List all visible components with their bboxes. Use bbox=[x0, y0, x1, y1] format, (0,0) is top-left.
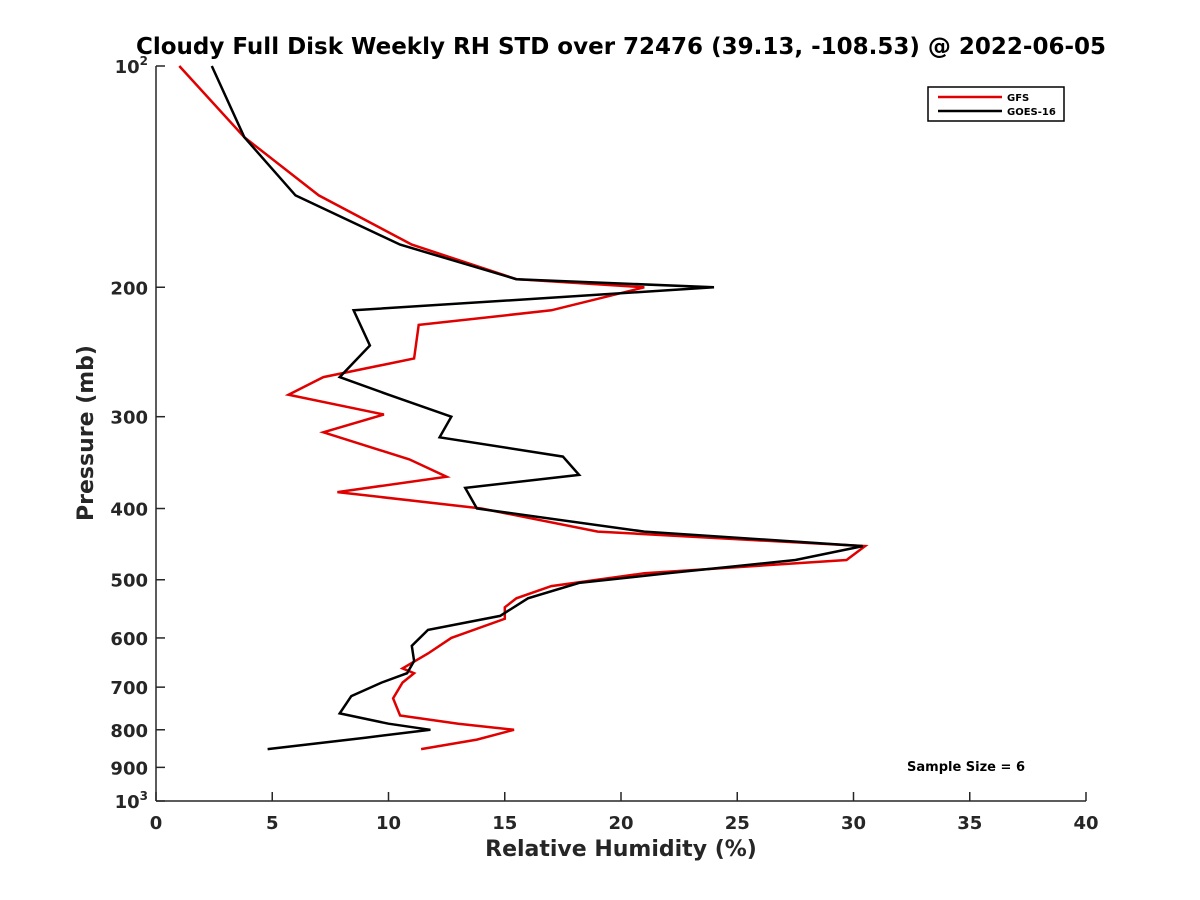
chart-title: Cloudy Full Disk Weekly RH STD over 7247… bbox=[136, 34, 1106, 60]
x-ticks: 0 5 10 15 20 25 30 35 40 bbox=[150, 792, 1099, 834]
y-tick-base: 10 bbox=[115, 57, 140, 78]
y-tick-base: 10 bbox=[115, 792, 140, 813]
x-tick-label: 10 bbox=[376, 813, 401, 834]
y-tick-label: 900 bbox=[110, 758, 148, 779]
legend-label-gfs: GFS bbox=[1007, 93, 1029, 104]
y-tick-exponent: 2 bbox=[140, 54, 148, 68]
y-axis-label: Pressure (mb) bbox=[74, 345, 99, 521]
y-tick-label: 800 bbox=[110, 721, 148, 742]
y-tick-exponent: 3 bbox=[140, 789, 148, 803]
x-tick-label: 35 bbox=[957, 813, 982, 834]
y-tick-label: 200 bbox=[110, 278, 148, 299]
x-tick-label: 20 bbox=[608, 813, 633, 834]
legend-label-goes16: GOES-16 bbox=[1007, 107, 1056, 118]
series-line-goes16 bbox=[210, 65, 864, 751]
x-axis-label: Relative Humidity (%) bbox=[485, 837, 757, 862]
x-tick-label: 15 bbox=[492, 813, 517, 834]
y-tick-label: 500 bbox=[110, 571, 148, 592]
y-tick-label: 700 bbox=[110, 678, 148, 699]
y-tick-label: 600 bbox=[110, 629, 148, 650]
legend-box bbox=[927, 86, 1065, 122]
x-tick-label: 30 bbox=[841, 813, 866, 834]
y-tick-label: 103 bbox=[115, 789, 148, 813]
legend: GFS GOES-16 bbox=[927, 86, 1065, 122]
x-tick-label: 25 bbox=[725, 813, 750, 834]
x-tick-label: 0 bbox=[150, 813, 163, 834]
x-tick-label: 40 bbox=[1073, 813, 1098, 834]
x-tick-label: 5 bbox=[266, 813, 279, 834]
y-tick-label: 300 bbox=[110, 408, 148, 429]
y-tick-label: 400 bbox=[110, 500, 148, 521]
series-lines bbox=[178, 65, 869, 751]
y-tick-label: 102 bbox=[115, 54, 148, 78]
sample-size-annotation: Sample Size = 6 bbox=[907, 760, 1025, 775]
series-line-gfs bbox=[178, 65, 869, 751]
